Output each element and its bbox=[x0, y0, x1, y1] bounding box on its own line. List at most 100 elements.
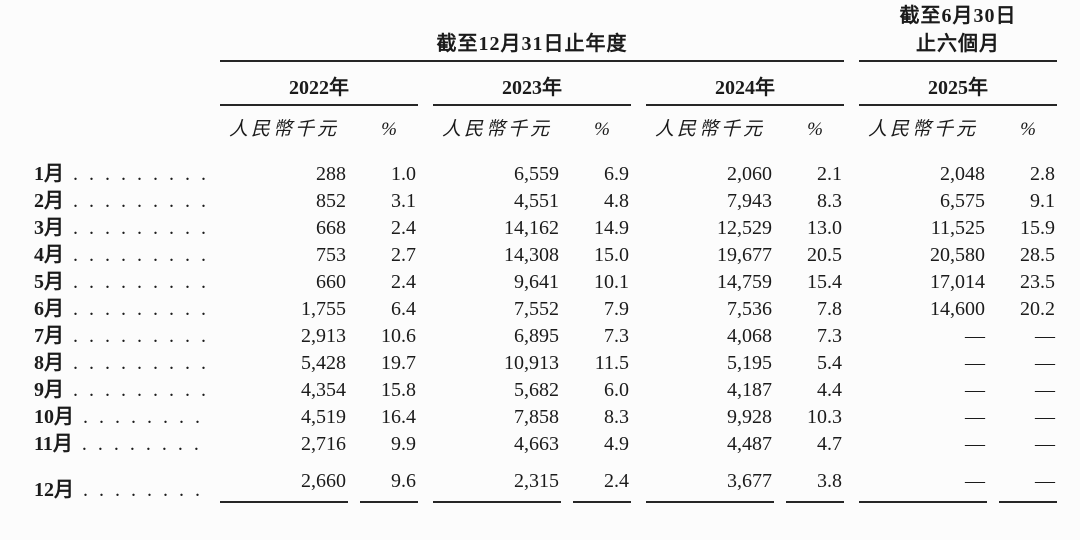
value-2024-amount: 3,677 bbox=[646, 456, 774, 503]
value-2022-percent: 1.0 bbox=[391, 163, 416, 185]
spacer bbox=[220, 2, 844, 28]
spacer bbox=[844, 429, 859, 456]
spacer bbox=[774, 105, 786, 145]
spacer bbox=[844, 61, 859, 105]
unit-header-2023: 人民幣千元 bbox=[441, 119, 552, 141]
spacer bbox=[774, 429, 786, 456]
value-2023-percent: 7.9 bbox=[604, 298, 629, 320]
value-2022-percent: 6.4 bbox=[391, 298, 416, 320]
month-label: 2月 bbox=[34, 190, 64, 212]
spacer bbox=[418, 402, 433, 429]
spacer bbox=[987, 186, 999, 213]
table-row-apr: 4月. . . . . . . . . 753 2.7 14,308 15.0 … bbox=[34, 240, 1057, 267]
spacer bbox=[34, 61, 220, 105]
spacer bbox=[561, 321, 573, 348]
value-2022-amount: 2,913 bbox=[301, 325, 346, 347]
spacer bbox=[987, 402, 999, 429]
table-row-total: 合計. . . . . . . . 27,566 100.0 95,099 10… bbox=[34, 521, 1057, 540]
spacer bbox=[34, 28, 220, 61]
value-2023-amount: 4,663 bbox=[514, 433, 559, 455]
value-2022-percent: 9.6 bbox=[360, 456, 418, 503]
month-label: 10月 bbox=[34, 406, 74, 428]
value-2023-percent: 11.5 bbox=[594, 352, 629, 374]
dot-leader: . . . . . . . . . bbox=[73, 352, 209, 374]
value-2023-percent: 6.0 bbox=[604, 379, 629, 401]
value-2022-percent: 3.1 bbox=[391, 190, 416, 212]
spacer bbox=[844, 294, 859, 321]
value-2023-percent: 4.8 bbox=[604, 190, 629, 212]
value-2022-amount: 4,519 bbox=[301, 406, 346, 428]
spacer bbox=[348, 294, 360, 321]
spacer bbox=[631, 294, 646, 321]
spacer bbox=[348, 213, 360, 240]
table-row-mar: 3月. . . . . . . . . 668 2.4 14,162 14.9 … bbox=[34, 213, 1057, 240]
spacer bbox=[631, 240, 646, 267]
spacer bbox=[418, 186, 433, 213]
month-label: 7月 bbox=[34, 325, 64, 347]
spacer bbox=[774, 213, 786, 240]
value-2022-amount: 668 bbox=[316, 217, 346, 239]
value-2023-percent: 2.4 bbox=[573, 456, 631, 503]
value-2022-percent: 10.6 bbox=[381, 325, 416, 347]
value-2024-percent: 7.3 bbox=[817, 325, 842, 347]
spacer bbox=[774, 375, 786, 402]
spacer bbox=[774, 321, 786, 348]
value-2024-percent: 13.0 bbox=[807, 217, 842, 239]
value-2024-amount: 5,195 bbox=[727, 352, 772, 374]
value-2025-amount: — bbox=[965, 379, 985, 401]
value-2025-percent: 23.5 bbox=[1020, 271, 1055, 293]
dot-leader: . . . . . . . . . bbox=[73, 190, 209, 212]
value-2023-percent: 15.0 bbox=[594, 244, 629, 266]
spacer bbox=[561, 348, 573, 375]
spacer bbox=[987, 375, 999, 402]
dot-leader: . . . . . . . . bbox=[81, 433, 202, 455]
value-2022-percent: 16.4 bbox=[381, 406, 416, 428]
value-2024-amount: 4,487 bbox=[727, 433, 772, 455]
value-2025-amount: — bbox=[965, 352, 985, 374]
unit-header-2024: 人民幣千元 bbox=[654, 119, 765, 141]
value-2023-amount: 9,641 bbox=[514, 271, 559, 293]
spacer bbox=[348, 521, 360, 540]
spacer bbox=[418, 456, 433, 502]
spacer bbox=[418, 294, 433, 321]
month-label: 5月 bbox=[34, 271, 64, 293]
spacer bbox=[631, 402, 646, 429]
value-2022-amount: 2,660 bbox=[220, 456, 348, 503]
value-2023-amount: 10,913 bbox=[504, 352, 559, 374]
value-2022-percent: 9.9 bbox=[391, 433, 416, 455]
spacer bbox=[844, 375, 859, 402]
value-2024-amount: 7,943 bbox=[727, 190, 772, 212]
value-2025-percent: — bbox=[1035, 379, 1055, 401]
spacer bbox=[774, 240, 786, 267]
spacer bbox=[987, 267, 999, 294]
dot-leader: . . . . . . . . . bbox=[73, 217, 209, 239]
spacer bbox=[631, 348, 646, 375]
month-label: 3月 bbox=[34, 217, 64, 239]
value-2023-amount: 14,162 bbox=[504, 217, 559, 239]
value-2025-amount: 11,525 bbox=[930, 217, 985, 239]
spacer bbox=[844, 402, 859, 429]
value-2024-percent: 20.5 bbox=[807, 244, 842, 266]
table-row-feb: 2月 . . . . . . . . . 852 3.1 4,551 4.8 7,… bbox=[34, 186, 1057, 213]
value-2025-amount: — bbox=[965, 325, 985, 347]
dot-leader: . . . . . . . . . bbox=[73, 379, 209, 401]
month-label: 11月 bbox=[34, 433, 73, 455]
spacer bbox=[561, 375, 573, 402]
value-2025-amount: 17,014 bbox=[930, 271, 985, 293]
value-2024-amount: 9,928 bbox=[727, 406, 772, 428]
percent-header-2022: % bbox=[381, 119, 397, 141]
dot-leader: . . . . . . . . bbox=[83, 406, 203, 428]
spacer bbox=[348, 429, 360, 456]
spacer bbox=[418, 61, 433, 105]
spacer bbox=[774, 456, 786, 502]
value-2023-percent: 8.3 bbox=[604, 406, 629, 428]
spacer bbox=[348, 240, 360, 267]
spacer bbox=[631, 521, 646, 540]
value-2023-percent: 14.9 bbox=[594, 217, 629, 239]
year-header-2025: 2025年 bbox=[859, 61, 1057, 106]
value-2023-amount: 7,858 bbox=[514, 406, 559, 428]
value-2024-amount: 14,759 bbox=[717, 271, 772, 293]
percent-header-2025: % bbox=[1020, 119, 1036, 141]
value-2022-amount: 4,354 bbox=[301, 379, 346, 401]
value-2025-percent: 2.8 bbox=[1030, 163, 1055, 185]
